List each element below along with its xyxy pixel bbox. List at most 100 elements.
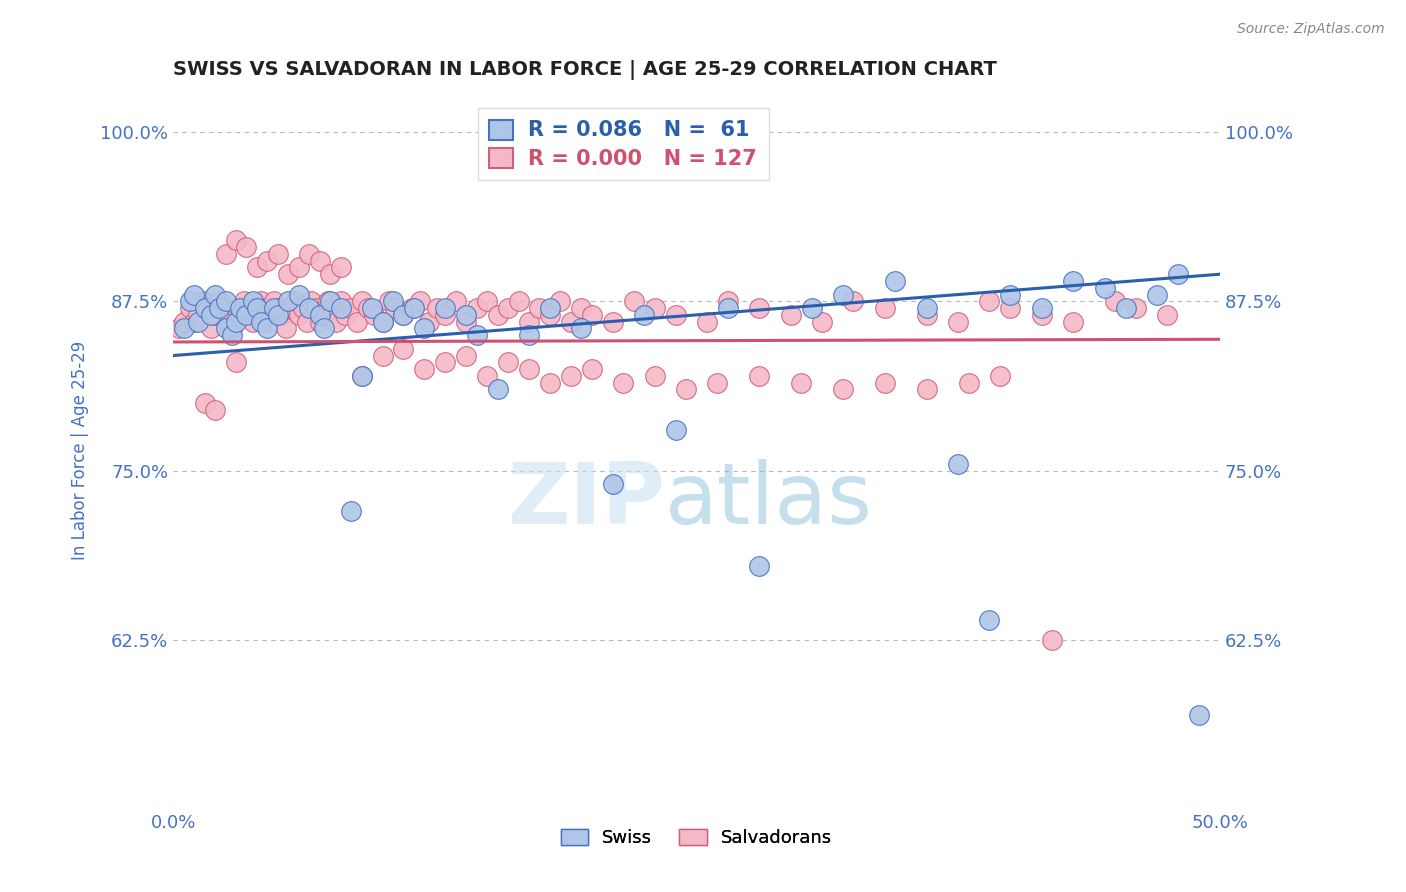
Point xyxy=(706,376,728,390)
Point xyxy=(475,368,498,383)
Point xyxy=(1115,301,1137,315)
Point xyxy=(465,301,488,315)
Point xyxy=(288,260,311,275)
Point xyxy=(173,321,195,335)
Point xyxy=(644,301,666,315)
Point xyxy=(304,301,326,315)
Point xyxy=(235,308,257,322)
Point xyxy=(340,301,363,315)
Point xyxy=(238,301,260,315)
Point xyxy=(560,368,582,383)
Point xyxy=(333,308,356,322)
Point xyxy=(325,315,347,329)
Point xyxy=(538,308,561,322)
Point xyxy=(748,301,770,315)
Point xyxy=(800,301,823,315)
Point xyxy=(517,362,540,376)
Point xyxy=(340,504,363,518)
Point xyxy=(250,294,273,309)
Point xyxy=(456,349,478,363)
Point xyxy=(1031,308,1053,322)
Point xyxy=(496,301,519,315)
Point xyxy=(602,315,624,329)
Point xyxy=(225,233,247,247)
Point xyxy=(246,308,269,322)
Point xyxy=(1062,315,1084,329)
Point xyxy=(350,294,373,309)
Point xyxy=(602,477,624,491)
Point xyxy=(675,383,697,397)
Point xyxy=(225,301,247,315)
Point xyxy=(173,315,195,329)
Text: Source: ZipAtlas.com: Source: ZipAtlas.com xyxy=(1237,22,1385,37)
Point xyxy=(308,253,330,268)
Point xyxy=(235,240,257,254)
Point xyxy=(350,368,373,383)
Point xyxy=(1125,301,1147,315)
Point xyxy=(346,315,368,329)
Point xyxy=(456,308,478,322)
Point xyxy=(508,294,530,309)
Point xyxy=(581,362,603,376)
Point xyxy=(979,294,1001,309)
Point xyxy=(633,308,655,322)
Point xyxy=(696,315,718,329)
Point xyxy=(321,301,343,315)
Point xyxy=(179,301,201,315)
Point xyxy=(517,328,540,343)
Point xyxy=(329,260,352,275)
Point xyxy=(246,260,269,275)
Point xyxy=(957,376,980,390)
Point xyxy=(832,383,855,397)
Point xyxy=(204,308,226,322)
Point xyxy=(254,301,277,315)
Point xyxy=(225,315,247,329)
Point xyxy=(371,349,394,363)
Point xyxy=(475,294,498,309)
Point xyxy=(842,294,865,309)
Point xyxy=(434,308,457,322)
Point xyxy=(214,247,236,261)
Point xyxy=(246,301,269,315)
Point xyxy=(288,308,311,322)
Point xyxy=(529,301,551,315)
Point xyxy=(363,308,385,322)
Point xyxy=(312,308,335,322)
Point xyxy=(183,315,205,329)
Point xyxy=(569,301,592,315)
Text: atlas: atlas xyxy=(665,459,873,542)
Point xyxy=(194,396,217,410)
Point xyxy=(200,308,222,322)
Point xyxy=(288,287,311,301)
Point xyxy=(401,301,423,315)
Point xyxy=(392,308,415,322)
Point xyxy=(263,294,285,309)
Point xyxy=(1040,633,1063,648)
Point xyxy=(267,247,290,261)
Point xyxy=(748,368,770,383)
Point xyxy=(208,301,231,315)
Point xyxy=(664,423,686,437)
Point xyxy=(256,321,278,335)
Point xyxy=(329,294,352,309)
Point xyxy=(915,301,938,315)
Point xyxy=(256,253,278,268)
Point xyxy=(569,321,592,335)
Point xyxy=(357,301,380,315)
Point xyxy=(717,294,740,309)
Point xyxy=(915,308,938,322)
Text: ZIP: ZIP xyxy=(508,459,665,542)
Point xyxy=(361,301,384,315)
Point xyxy=(263,301,285,315)
Point xyxy=(434,355,457,369)
Point xyxy=(884,274,907,288)
Point xyxy=(384,301,406,315)
Point xyxy=(221,321,243,335)
Point xyxy=(426,301,449,315)
Point xyxy=(319,267,342,281)
Point xyxy=(538,376,561,390)
Point xyxy=(277,294,299,309)
Point xyxy=(169,321,191,335)
Point xyxy=(259,315,281,329)
Point xyxy=(988,368,1011,383)
